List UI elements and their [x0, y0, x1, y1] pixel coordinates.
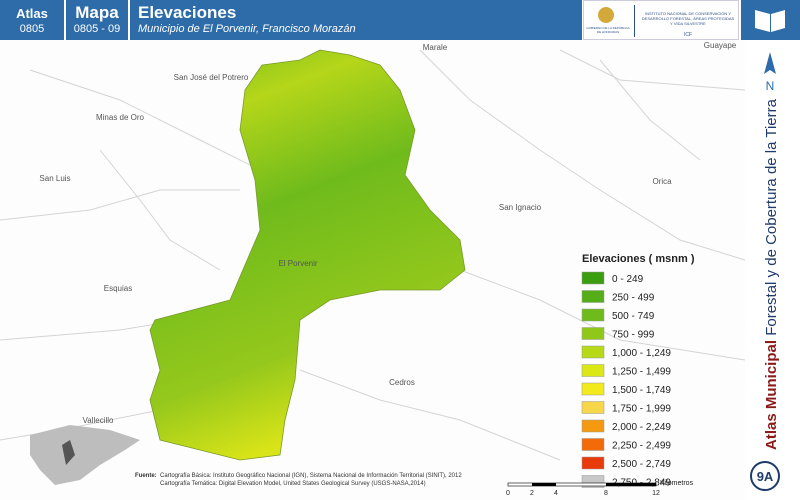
series-title: Atlas Municipal Forestal y de Cobertura … — [763, 98, 780, 450]
legend-swatch — [581, 382, 605, 396]
series-title-rest: Forestal y de Cobertura de la Tierra — [763, 98, 780, 335]
legend-label: 1,750 - 1,999 — [612, 404, 671, 415]
page-number: 9A — [757, 469, 774, 484]
scale-bar-fill — [532, 483, 556, 486]
legend-swatch — [581, 401, 605, 414]
atlas-box: Atlas 0805 — [0, 0, 64, 40]
atlas-code: 0805 — [19, 23, 45, 35]
map-code: 0805 - 09 — [73, 23, 121, 35]
place-label: San Ignacio — [499, 203, 542, 212]
subtitle: Municipio de El Porvenir, Francisco Mora… — [138, 23, 356, 35]
legend-label: 750 - 999 — [612, 330, 655, 341]
place-label: Vallecillo — [83, 416, 115, 425]
legend-swatch — [581, 271, 605, 285]
page-badge — [750, 461, 780, 491]
scale-unit: Kilometros — [660, 480, 694, 487]
source-label: Fuente: — [135, 473, 157, 479]
map: Marale Guayape San José del Potrero Minas d… — [0, 40, 800, 500]
scale-tick-label: 8 — [604, 490, 608, 497]
legend-label: 1,000 - 1,249 — [612, 348, 671, 359]
legend-label: 1,250 - 1,499 — [612, 367, 671, 378]
place-labels: Marale Guayape San José del Potrero Minas d… — [39, 41, 736, 425]
source-line: Cartografía Básica: Instituto Geográfico… — [160, 473, 462, 479]
scale-tick-label: 0 — [506, 490, 510, 497]
legend-label: 1,500 - 1,749 — [612, 385, 671, 396]
legend-swatch — [581, 419, 605, 433]
book-icon — [755, 10, 785, 32]
logo-acronym: ICF — [683, 32, 693, 38]
legend-swatch — [581, 364, 605, 377]
logo-government: GOBIERNO DE LA REPÚBLICA DE HONDURAS — [586, 26, 630, 34]
legend-swatch — [581, 345, 605, 359]
legend-label: 2,250 - 2,499 — [612, 441, 671, 452]
scale-bar-fill — [606, 483, 656, 486]
legend-swatch — [581, 327, 605, 340]
book-icon-box — [741, 0, 800, 40]
municipality-elevation — [149, 49, 466, 461]
logo-institute: INSTITUTO NACIONAL DE CONSERVACIÓN Y DES… — [641, 11, 735, 26]
scale-tick-label: 12 — [652, 490, 660, 497]
scale-tick-label: 2 — [530, 490, 534, 497]
legend-swatch — [581, 438, 605, 451]
legend-swatch — [581, 290, 605, 303]
place-label: San José del Potrero — [174, 73, 249, 82]
source-line: Cartografía Temática: Digital Elevation … — [160, 481, 426, 487]
legend-title: Elevaciones ( msnm ) — [582, 253, 695, 265]
north-arrow — [764, 52, 776, 74]
place-label: Minas de Oro — [96, 113, 145, 122]
place-label: Cedros — [389, 378, 415, 387]
place-label: Guayape — [704, 41, 737, 50]
legend-label: 250 - 499 — [612, 293, 655, 304]
place-label: Orica — [652, 177, 672, 186]
scale-tick-label: 4 — [554, 490, 558, 497]
place-label: El Porvenir — [278, 259, 317, 268]
legend: Elevaciones ( msnm ) 0 - 249 250 - 499 500 … — [581, 253, 695, 489]
legend-label: 2,000 - 2,249 — [612, 422, 671, 433]
legend-swatch — [581, 456, 605, 470]
place-label: Esquias — [104, 284, 132, 293]
atlas-label: Atlas — [16, 6, 48, 21]
legend-label: 500 - 749 — [612, 311, 655, 322]
title-box: Elevaciones Municipio de El Porvenir, Fr… — [130, 0, 582, 40]
series-title-bold: Atlas Municipal — [763, 340, 780, 450]
map-label: Mapa — [75, 3, 119, 22]
legend-label: 0 - 249 — [612, 274, 644, 285]
place-label: San Luis — [39, 174, 70, 183]
title: Elevaciones — [138, 3, 237, 22]
place-label: Marale — [423, 43, 448, 52]
legend-swatch — [581, 308, 605, 322]
sidebar — [746, 40, 800, 500]
logo-box: GOBIERNO DE LA REPÚBLICA DE HONDURAS INS… — [583, 0, 739, 40]
logo-emblem — [598, 7, 614, 23]
inset-map — [30, 425, 140, 485]
map-box: Mapa 0805 - 09 — [66, 0, 128, 40]
north-label: N — [766, 79, 775, 93]
logo-divider — [634, 5, 635, 37]
legend-label: 2,500 - 2,749 — [612, 459, 671, 470]
